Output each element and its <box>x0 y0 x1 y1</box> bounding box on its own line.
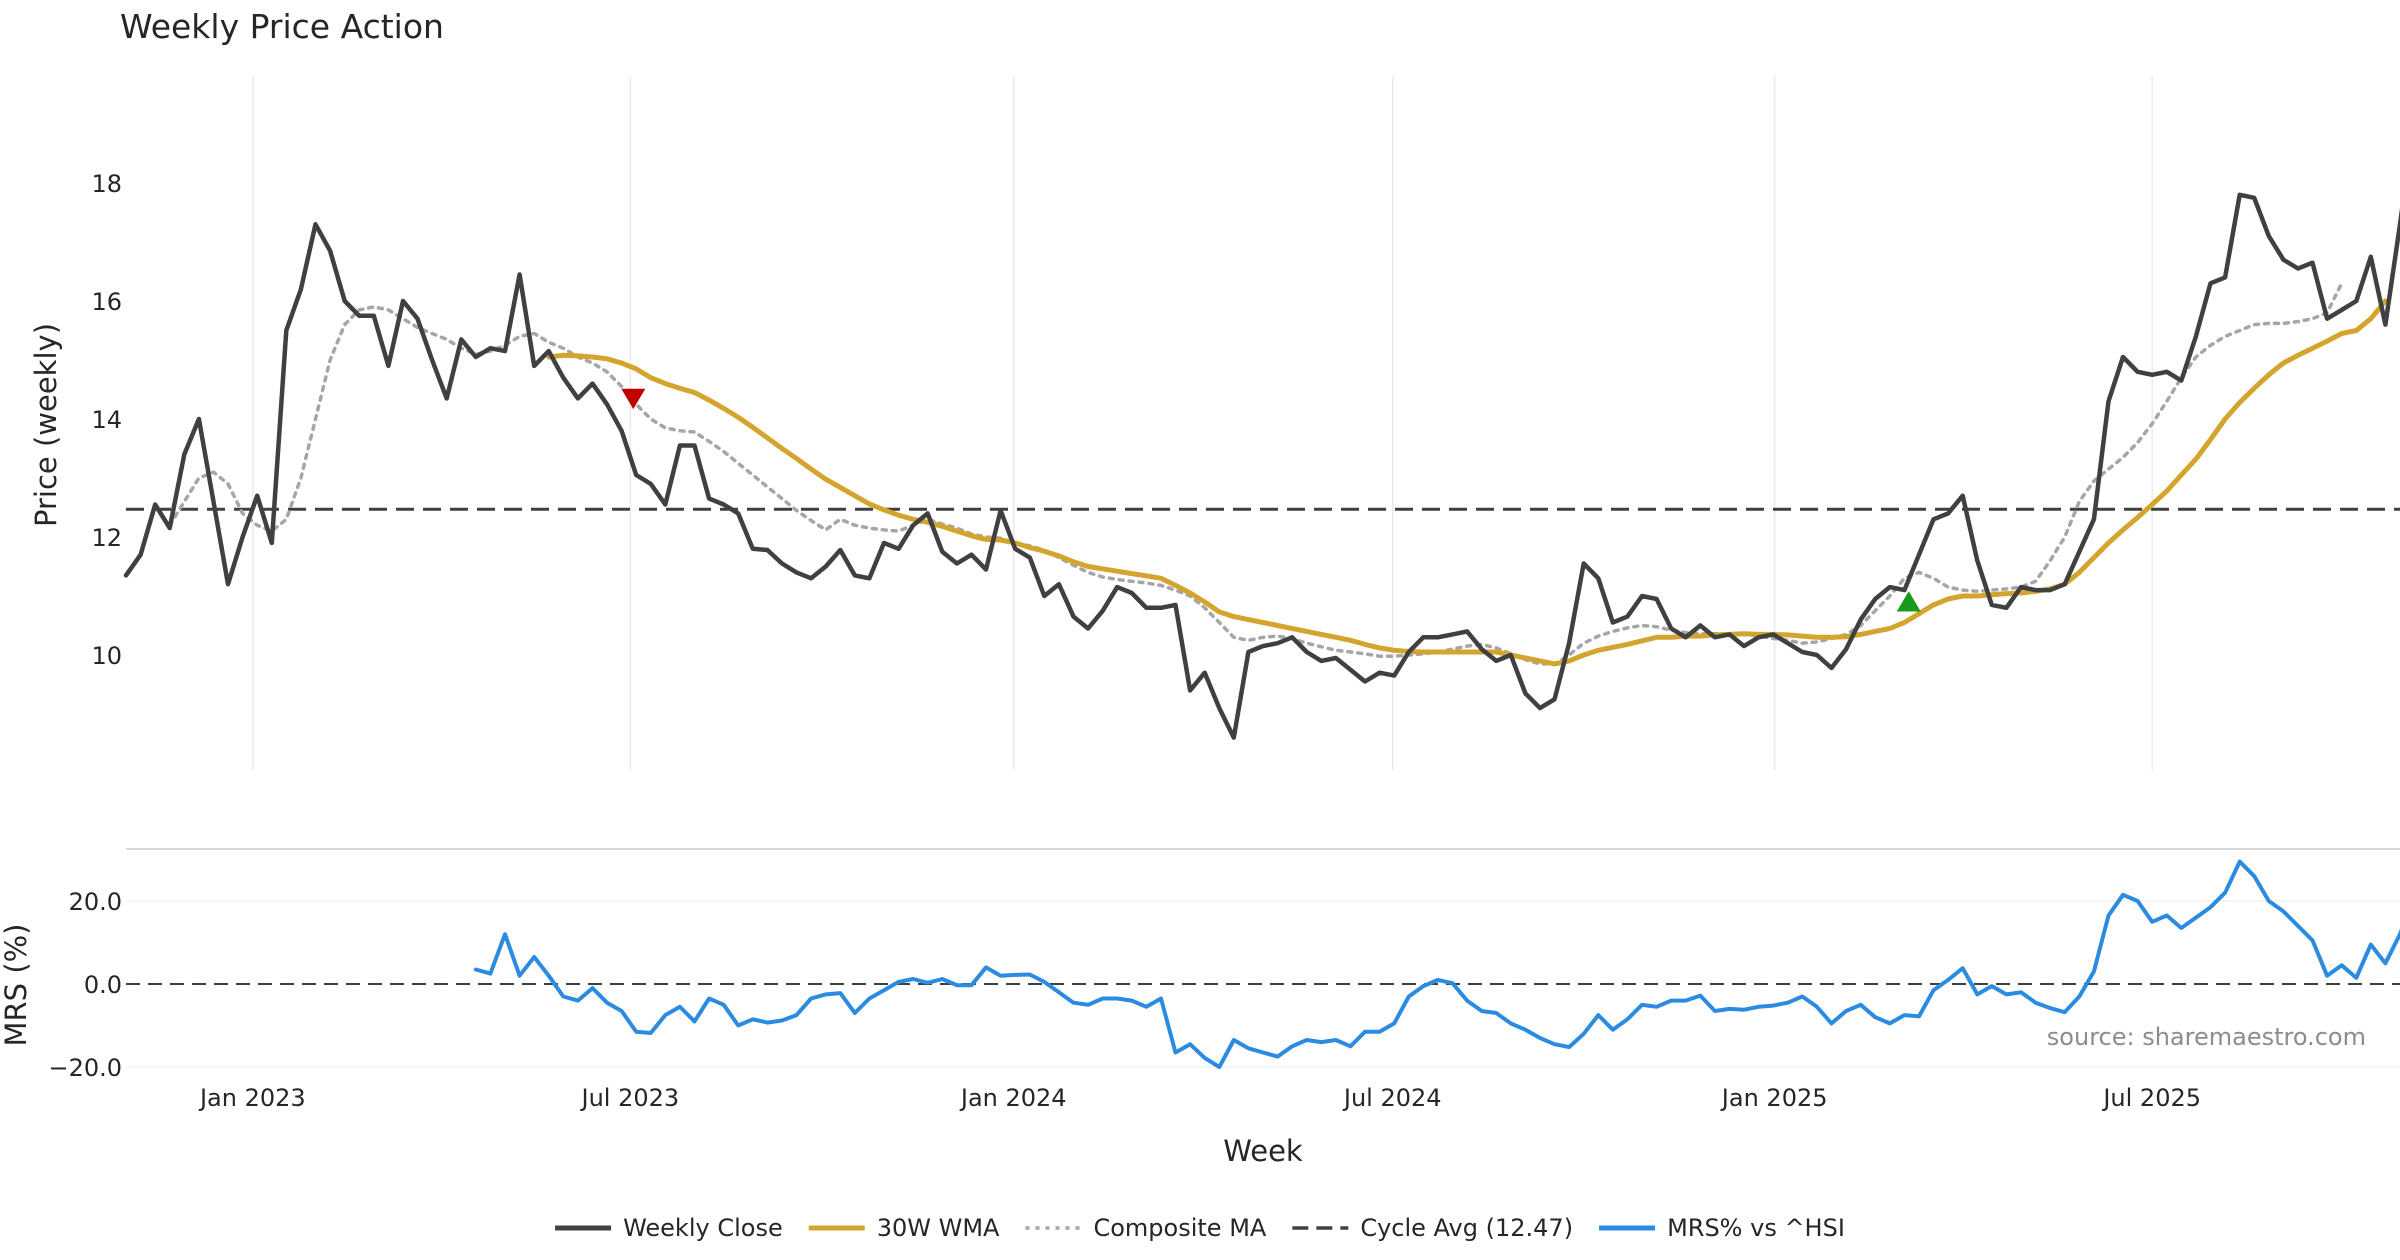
x-axis-label: Week <box>1223 1134 1303 1168</box>
wma-30w-line <box>546 298 2388 667</box>
sell-signal-marker <box>621 388 646 410</box>
price-panel-grid <box>252 76 2153 770</box>
legend-label: Weekly Close <box>623 1214 783 1242</box>
x-tick-label: Jul 2025 <box>2101 1084 2201 1112</box>
x-tick-label: Jul 2024 <box>1342 1084 1442 1112</box>
mrs-y-tick-label: −20.0 <box>48 1054 122 1082</box>
x-tick-label: Jan 2023 <box>198 1084 306 1112</box>
price-series-group <box>123 192 2400 740</box>
legend-label: Cycle Avg (12.47) <box>1360 1214 1573 1242</box>
signal-markers <box>621 388 1921 612</box>
legend-item-composite-ma: Composite MA <box>1025 1214 1267 1242</box>
x-ticks: Jan 2023 Jul 2023 Jan 2024 Jul 2024 Jan 2025… <box>198 1084 2201 1112</box>
chart-title: Weekly Price Action <box>120 7 444 46</box>
legend-label: 30W WMA <box>877 1214 1000 1242</box>
mrs-y-axis-label: MRS (%) <box>0 924 33 1047</box>
price-y-tick-label: 18 <box>91 170 122 198</box>
price-y-tick-label: 10 <box>91 642 122 670</box>
price-y-tick-label: 14 <box>91 406 122 434</box>
mrs-y-tick-label: 0.0 <box>84 971 122 999</box>
composite-ma-line <box>167 281 2344 666</box>
legend-label: MRS% vs ^HSI <box>1667 1214 1845 1242</box>
buy-signal-marker <box>1896 591 1921 612</box>
legend-item-weekly-close: Weekly Close <box>555 1214 783 1242</box>
legend-item-30w-wma: 30W WMA <box>808 1214 1000 1242</box>
mrs-series-group <box>473 859 2400 1069</box>
mrs-line <box>473 859 2400 1069</box>
legend: Weekly Close 30W WMA Composite MA Cycle Avg… <box>555 1214 1845 1242</box>
mrs-y-ticks: 20.0 0.0 −20.0 <box>48 888 122 1082</box>
legend-item-cycle-avg-12-47: Cycle Avg (12.47) <box>1292 1214 1573 1242</box>
legend-label: Composite MA <box>1093 1214 1266 1242</box>
weekly-close-line <box>123 192 2400 740</box>
price-y-tick-label: 12 <box>91 524 122 552</box>
legend-item-mrs-vs-hsi: MRS% vs ^HSI <box>1599 1214 1845 1242</box>
x-tick-label: Jan 2025 <box>1720 1084 1828 1112</box>
price-y-axis-label: Price (weekly) <box>29 323 63 527</box>
x-tick-label: Jan 2024 <box>959 1084 1067 1112</box>
price-y-ticks: 10 12 14 16 18 <box>91 170 122 670</box>
mrs-y-tick-label: 20.0 <box>69 888 122 916</box>
mrs-panel-grid <box>126 848 2400 1068</box>
source-note: source: sharemaestro.com <box>2047 1023 2366 1051</box>
price-y-tick-label: 16 <box>91 288 122 316</box>
x-tick-label: Jul 2023 <box>580 1084 680 1112</box>
